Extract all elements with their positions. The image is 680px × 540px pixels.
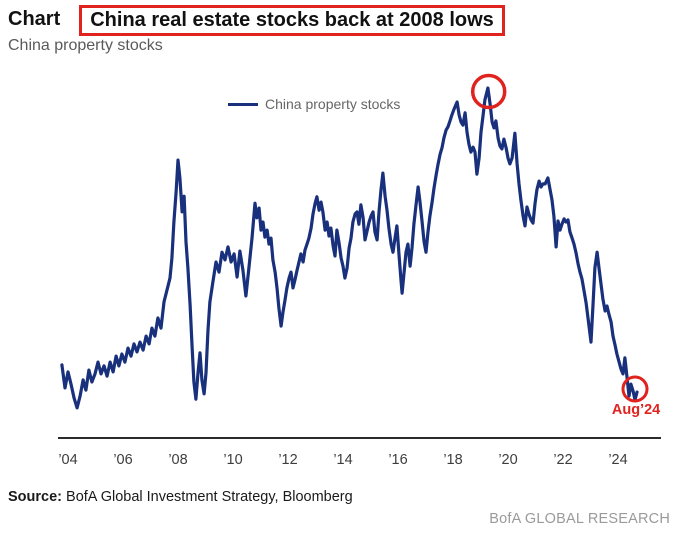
chart-title-highlight-box: China real estate stocks back at 2008 lo… [79,5,505,36]
source-label: Source: [8,489,62,505]
legend-label: China property stocks [265,96,401,112]
source-text: BofA Global Investment Strategy, Bloombe… [66,489,353,505]
x-tick-label: ’22 [553,452,572,468]
chart-subtitle: China property stocks [8,37,163,54]
source-line: Source: BofA Global Investment Strategy,… [8,489,353,505]
x-tick-label: ’20 [498,452,517,468]
header: Chart China real estate stocks back at 2… [8,5,505,36]
x-tick-label: ’06 [113,452,132,468]
x-tick-label: ’24 [608,452,627,468]
x-tick-label: ’14 [333,452,352,468]
x-tick-label: ’04 [58,452,77,468]
x-tick-label: ’16 [388,452,407,468]
x-tick-label: ’10 [223,452,242,468]
chart-kicker: Chart [8,8,61,30]
annotation-label: Aug’24 [612,402,660,418]
legend: China property stocks [228,96,400,112]
brand-watermark: BofA GLOBAL RESEARCH [489,511,670,527]
annotation-circle [470,73,507,110]
x-tick-label: ’08 [168,452,187,468]
annotation-circle [621,375,649,403]
price-line [60,86,639,410]
x-tick-label: ’12 [278,452,297,468]
legend-line-swatch [228,102,258,106]
x-tick-label: ’18 [443,452,462,468]
